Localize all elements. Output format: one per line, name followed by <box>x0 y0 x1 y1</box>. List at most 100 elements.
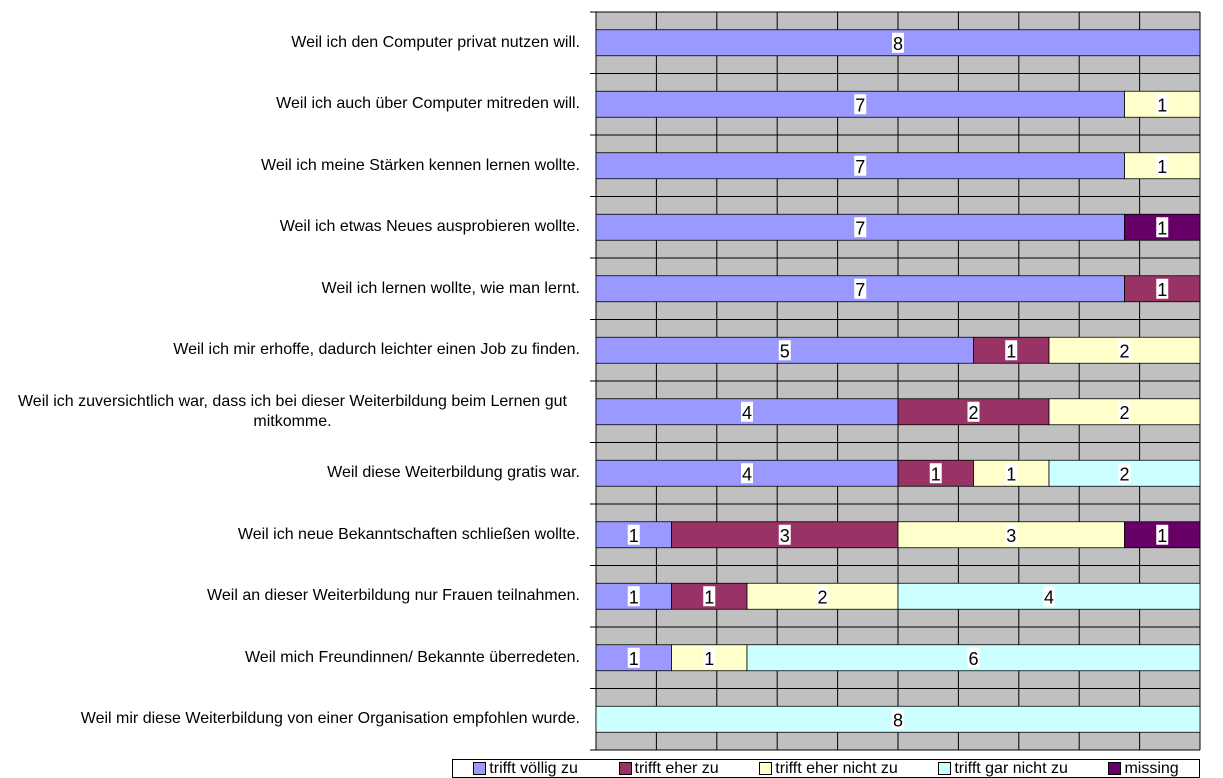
value-label-bg <box>1005 463 1018 484</box>
value-label: 2 <box>1119 341 1129 361</box>
value-label-bg <box>854 94 867 115</box>
value-label: 3 <box>1006 526 1016 546</box>
category-text: Weil ich lernen wollte, wie man lernt. <box>321 279 580 297</box>
category-text: Weil mich Freundinnen/ Bekannte überrede… <box>244 648 580 666</box>
y-tick-label: Weil mir diese Weiterbildung von einer O… <box>0 694 580 744</box>
value-label-bg <box>1156 94 1169 115</box>
value-label: 2 <box>968 403 978 423</box>
value-label-bg <box>1156 278 1169 299</box>
value-label: 3 <box>780 526 790 546</box>
legend-label: trifft eher zu <box>634 759 719 777</box>
value-label-bg <box>854 278 867 299</box>
value-label-bg <box>1005 340 1018 361</box>
legend-label: trifft eher nicht zu <box>775 759 898 777</box>
value-label-bg <box>1156 217 1169 238</box>
value-label: 7 <box>855 280 865 300</box>
y-tick-label: Weil ich lernen wollte, wie man lernt. <box>0 264 580 314</box>
value-label-bg <box>892 32 904 53</box>
legend-label: missing <box>1124 759 1179 777</box>
legend-swatch <box>473 762 487 775</box>
y-tick-label: Weil mich Freundinnen/ Bekannte überrede… <box>0 633 580 683</box>
value-label: 2 <box>817 587 827 607</box>
value-label-bg <box>967 647 980 668</box>
value-label: 1 <box>629 526 639 546</box>
value-label: 4 <box>742 403 752 423</box>
value-label-bg <box>703 647 716 668</box>
value-label: 1 <box>1157 218 1167 238</box>
category-text: Weil diese Weiterbildung gratis war. <box>327 464 580 482</box>
category-text: Weil an dieser Weiterbildung nur Frauen … <box>207 587 580 605</box>
legend-item: trifft eher nicht zu <box>759 759 898 778</box>
category-text: Weil ich meine Stärken kennen lernen wol… <box>261 156 580 174</box>
legend-item: trifft gar nicht zu <box>938 760 1068 778</box>
value-label-bg <box>1118 463 1131 484</box>
value-label: 1 <box>1006 341 1016 361</box>
value-label-bg <box>854 155 867 176</box>
value-label-bg <box>854 217 867 238</box>
legend: trifft völlig zu trifft eher zu trifft ehe… <box>452 759 1200 778</box>
value-label-bg <box>778 524 791 545</box>
y-tick-label: Weil ich meine Stärken kennen lernen wol… <box>0 141 580 191</box>
value-label-bg <box>1118 340 1131 361</box>
value-label-bg <box>627 586 640 607</box>
category-text: Weil ich auch über Computer mitreden wil… <box>276 95 580 113</box>
value-label-bg <box>1156 155 1169 176</box>
y-tick-label: Weil ich neue Bekanntschaften schließen … <box>0 510 580 560</box>
legend-item: trifft völlig zu <box>473 760 578 778</box>
value-label-bg <box>1005 524 1018 545</box>
value-label-bg <box>1043 586 1055 607</box>
value-label: 1 <box>1157 157 1167 177</box>
value-label: 2 <box>1119 403 1129 423</box>
legend-swatch <box>618 762 632 775</box>
legend-label: trifft gar nicht zu <box>954 759 1068 777</box>
category-text: Weil ich neue Bekanntschaften schließen … <box>237 525 580 543</box>
value-label: 4 <box>742 464 752 484</box>
value-label-bg <box>703 586 716 607</box>
value-label: 2 <box>1119 464 1129 484</box>
value-label-bg <box>967 401 980 422</box>
chart: 8 7 1 7 1 7 1 7 1 5 1 2 4 2 2 4 1 1 2 1 3 3 1 1 1 2 4 1 1 6 8 <box>590 11 1201 751</box>
legend-item: missing <box>1108 759 1179 778</box>
value-label: 1 <box>1157 526 1167 546</box>
legend-swatch <box>938 762 952 775</box>
value-label: 6 <box>968 649 978 669</box>
value-label-bg <box>816 586 829 607</box>
value-label: 1 <box>629 649 639 669</box>
value-label: 7 <box>855 157 865 177</box>
value-label-bg <box>929 463 942 484</box>
y-tick-label: Weil ich etwas Neues ausprobieren wollte… <box>0 202 580 252</box>
value-label-bg <box>627 647 640 668</box>
value-label: 8 <box>893 34 903 54</box>
value-label: 1 <box>629 587 639 607</box>
y-tick-label: Weil ich zuversichtlich war, dass ich be… <box>0 387 580 437</box>
value-label-bg <box>892 709 904 730</box>
value-label: 7 <box>855 218 865 238</box>
value-label-bg <box>741 463 753 484</box>
value-label: 7 <box>855 95 865 115</box>
legend-label: trifft völlig zu <box>489 759 578 777</box>
legend-item: trifft eher zu <box>618 759 719 778</box>
value-label: 4 <box>1044 587 1054 607</box>
y-tick-label: Weil ich auch über Computer mitreden wil… <box>0 79 580 129</box>
value-label: 1 <box>704 587 714 607</box>
category-text: Weil ich etwas Neues ausprobieren wollte… <box>279 218 580 236</box>
y-tick-label: Weil diese Weiterbildung gratis war. <box>0 448 580 498</box>
category-text: Weil ich zuversichtlich war, dass ich be… <box>17 392 567 430</box>
value-label-bg <box>1118 401 1131 422</box>
value-label: 1 <box>1157 95 1167 115</box>
value-label: 1 <box>931 464 941 484</box>
value-label: 1 <box>1157 280 1167 300</box>
category-text: Weil ich mir erhoffe, dadurch leichter e… <box>173 341 580 359</box>
y-tick-label: Weil an dieser Weiterbildung nur Frauen … <box>0 571 580 621</box>
value-label-bg <box>1156 524 1169 545</box>
y-tick-label: Weil ich den Computer privat nutzen will… <box>0 18 580 68</box>
y-tick-label: Weil ich mir erhoffe, dadurch leichter e… <box>0 325 580 375</box>
legend-swatch <box>759 762 773 775</box>
value-label-bg <box>778 340 791 361</box>
category-text: Weil mir diese Weiterbildung von einer O… <box>80 710 580 728</box>
category-text: Weil ich den Computer privat nutzen will… <box>291 33 580 51</box>
legend-swatch <box>1108 762 1122 775</box>
value-label: 1 <box>1006 464 1016 484</box>
value-label-bg <box>741 401 753 422</box>
